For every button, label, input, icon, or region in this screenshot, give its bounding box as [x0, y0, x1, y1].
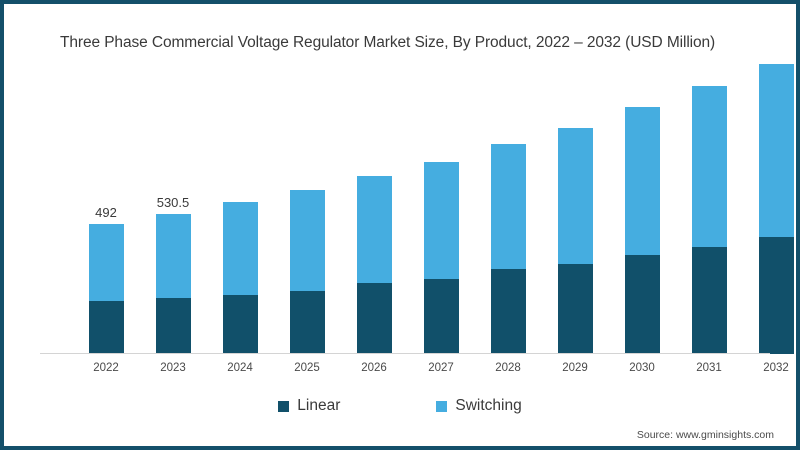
bar-group-2024[interactable] — [222, 202, 258, 354]
legend-swatch-switching — [436, 400, 448, 412]
bar-group-2023[interactable]: 530.5 — [155, 195, 191, 354]
bar-group-2025[interactable] — [289, 190, 325, 354]
x-axis-line — [40, 353, 770, 354]
bar-segment-switching[interactable] — [557, 128, 593, 264]
x-tick-2023: 2023 — [160, 362, 186, 374]
bar-group-2030[interactable] — [624, 107, 660, 354]
x-tick-2031: 2031 — [696, 362, 722, 374]
bar-data-label: 530.5 — [156, 195, 190, 210]
bar-segment-linear[interactable] — [691, 247, 727, 354]
chart-legend: Linear Switching — [4, 397, 796, 415]
bar-group-2029[interactable] — [557, 128, 593, 354]
bar-data-label: 492 — [95, 205, 117, 220]
bar-segment-switching[interactable] — [490, 144, 526, 269]
bar-segment-linear[interactable] — [88, 301, 124, 354]
bar-segment-switching[interactable] — [289, 190, 325, 291]
bar-segment-linear[interactable] — [758, 237, 794, 354]
x-tick-2022: 2022 — [93, 362, 119, 374]
source-note: Source: www.gminsights.com — [636, 429, 774, 441]
legend-label-switching: Switching — [455, 397, 522, 414]
x-tick-2032: 2032 — [763, 362, 789, 374]
bar-segment-linear[interactable] — [624, 255, 660, 354]
bar-segment-switching[interactable] — [88, 224, 124, 301]
legend-swatch-linear — [278, 400, 290, 412]
bar-group-2026[interactable] — [356, 176, 392, 354]
bar-segment-switching[interactable] — [423, 162, 459, 279]
legend-item-switching[interactable]: Switching — [436, 397, 522, 415]
bar-segment-switching[interactable] — [356, 176, 392, 283]
x-tick-2030: 2030 — [629, 362, 655, 374]
bar-group-2022[interactable]: 492 — [88, 205, 124, 354]
bar-group-2031[interactable] — [691, 86, 727, 354]
bar-segment-linear[interactable] — [155, 298, 191, 354]
bar-group-2032[interactable] — [758, 64, 794, 354]
x-tick-2028: 2028 — [495, 362, 521, 374]
x-tick-2024: 2024 — [227, 362, 253, 374]
x-tick-2025: 2025 — [294, 362, 320, 374]
x-tick-2026: 2026 — [361, 362, 387, 374]
bar-group-2028[interactable] — [490, 144, 526, 354]
bar-segment-linear[interactable] — [423, 279, 459, 354]
legend-item-linear[interactable]: Linear — [278, 397, 340, 415]
x-axis-tick-labels: 2022 2023 2024 2025 2026 2027 2028 2029 2030 2031… — [40, 362, 789, 382]
bar-segment-switching[interactable] — [691, 86, 727, 247]
page-title: Three Phase Commercial Voltage Regulator… — [60, 34, 716, 51]
bar-segment-linear[interactable] — [490, 269, 526, 354]
plot-area: 492 530.5 — [40, 59, 794, 354]
bar-group-2027[interactable] — [423, 162, 459, 354]
x-tick-2029: 2029 — [562, 362, 588, 374]
bar-segment-switching[interactable] — [222, 202, 258, 295]
bar-segment-switching[interactable] — [155, 214, 191, 298]
bar-segment-linear[interactable] — [222, 295, 258, 354]
bar-segment-linear[interactable] — [289, 291, 325, 354]
legend-label-linear: Linear — [297, 397, 341, 414]
bar-segment-linear[interactable] — [557, 264, 593, 354]
bar-segment-linear[interactable] — [356, 283, 392, 354]
x-tick-2027: 2027 — [428, 362, 454, 374]
bar-segment-switching[interactable] — [624, 107, 660, 255]
bar-segment-switching[interactable] — [758, 64, 794, 237]
